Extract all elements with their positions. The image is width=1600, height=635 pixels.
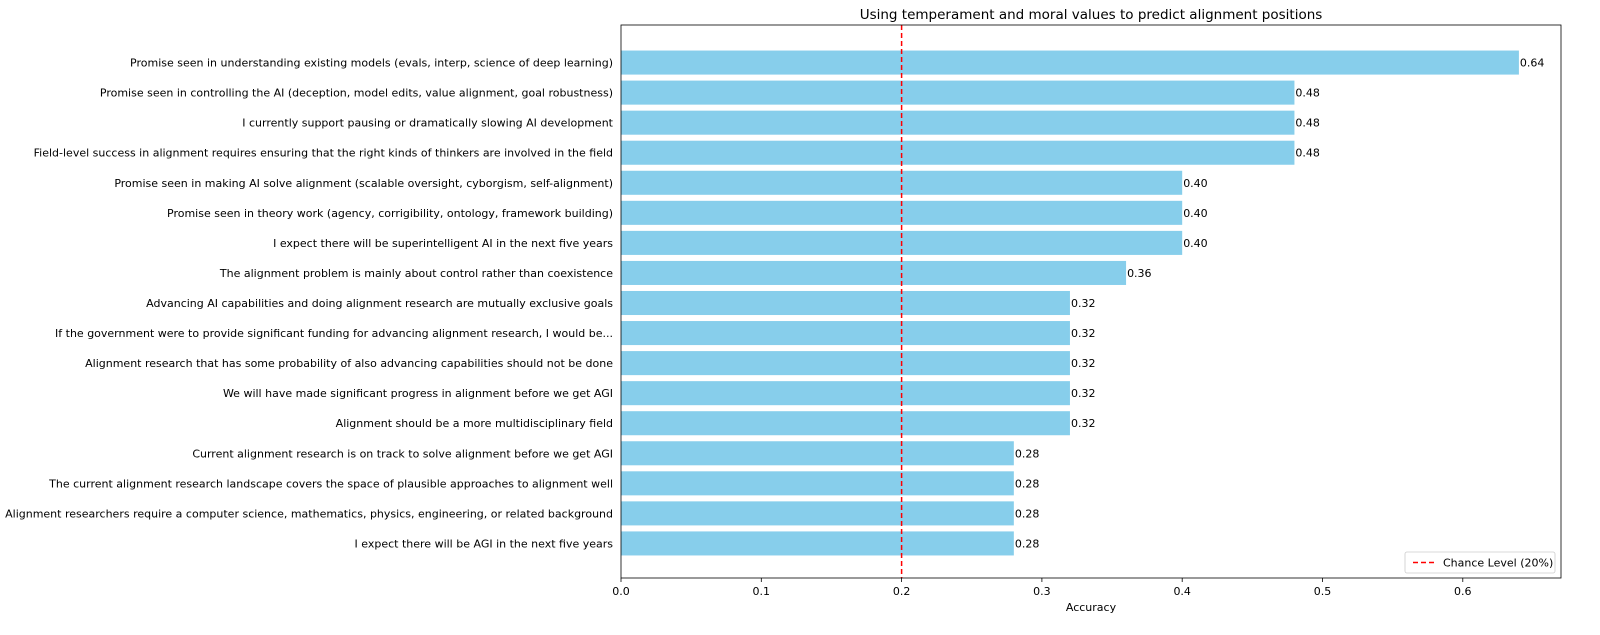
category-label: Alignment should be a more multidiscipli… — [336, 417, 613, 430]
legend-box — [1404, 551, 1556, 574]
legend-label: Chance Level (20%) — [1443, 557, 1553, 570]
value-label: 0.36 — [1127, 267, 1152, 280]
bar — [621, 260, 1127, 285]
value-label: 0.32 — [1071, 417, 1096, 430]
x-tick-label: 0.3 — [1033, 585, 1051, 598]
bar — [621, 411, 1070, 436]
category-label: Promise seen in understanding existing m… — [130, 57, 613, 70]
bar — [621, 290, 1070, 316]
bar — [621, 381, 1070, 406]
value-label: 0.40 — [1183, 177, 1208, 190]
x-tick-label: 0.2 — [893, 585, 911, 598]
category-label: I currently support pausing or dramatica… — [242, 117, 613, 130]
chart-title: Using temperament and moral values to pr… — [860, 7, 1323, 23]
category-label: I expect there will be superintelligent … — [273, 237, 613, 250]
category-label: Alignment research that has some probabi… — [85, 357, 613, 370]
category-label: Promise seen in theory work (agency, cor… — [167, 207, 613, 220]
bar — [621, 80, 1295, 105]
bar — [621, 50, 1519, 75]
value-label: 0.32 — [1071, 297, 1096, 310]
category-label: If the government were to provide signif… — [55, 327, 613, 340]
value-label: 0.48 — [1295, 117, 1320, 130]
bar — [621, 441, 1014, 466]
value-label: 0.48 — [1295, 147, 1320, 160]
value-label: 0.28 — [1015, 447, 1040, 460]
value-label: 0.64 — [1520, 57, 1545, 70]
value-label: 0.28 — [1015, 507, 1040, 520]
category-label: Advancing AI capabilities and doing alig… — [146, 297, 613, 310]
bar — [621, 321, 1070, 346]
category-label: Current alignment research is on track t… — [192, 447, 613, 460]
bar — [621, 471, 1014, 496]
legend: Chance Level (20%) — [1404, 551, 1556, 574]
value-label: 0.28 — [1015, 537, 1040, 550]
bar — [621, 140, 1295, 165]
bar — [621, 170, 1183, 195]
bar — [621, 531, 1014, 556]
category-label: Promise seen in controlling the AI (dece… — [100, 87, 613, 100]
x-axis-ticks: 0.0 0.1 0.2 0.3 0.4 0.5 0.6 — [612, 578, 1472, 598]
bar — [621, 501, 1014, 526]
x-tick-label: 0.0 — [612, 585, 630, 598]
category-labels: Promise seen in understanding existing m… — [5, 57, 614, 551]
value-label: 0.32 — [1071, 357, 1096, 370]
x-tick-label: 0.4 — [1173, 585, 1191, 598]
x-tick-label: 0.6 — [1454, 585, 1472, 598]
value-label: 0.48 — [1295, 87, 1320, 100]
value-label: 0.28 — [1015, 477, 1040, 490]
category-label: Alignment researchers require a computer… — [5, 507, 613, 520]
category-label: Field-level success in alignment require… — [34, 147, 613, 160]
category-label: The alignment problem is mainly about co… — [219, 267, 613, 280]
value-label: 0.32 — [1071, 387, 1096, 400]
plot-frame — [620, 24, 1562, 579]
x-tick-label: 0.1 — [753, 585, 771, 598]
bars-layer — [621, 50, 1519, 556]
bar — [621, 351, 1070, 376]
category-label: The current alignment research landscape… — [48, 477, 613, 490]
category-label: We will have made significant progress i… — [223, 387, 613, 400]
x-axis-title: Accuracy — [1066, 601, 1117, 614]
category-label: I expect there will be AGI in the next f… — [355, 537, 614, 550]
value-label: 0.40 — [1183, 237, 1208, 250]
category-label: Promise seen in making AI solve alignmen… — [114, 177, 613, 190]
value-label: 0.32 — [1071, 327, 1096, 340]
x-tick-label: 0.5 — [1314, 585, 1332, 598]
value-labels: 0.64 0.48 0.48 0.48 0.40 0.40 0.40 0.36 0.32 0.32… — [1015, 57, 1545, 551]
bar — [621, 110, 1295, 135]
value-label: 0.40 — [1183, 207, 1208, 220]
